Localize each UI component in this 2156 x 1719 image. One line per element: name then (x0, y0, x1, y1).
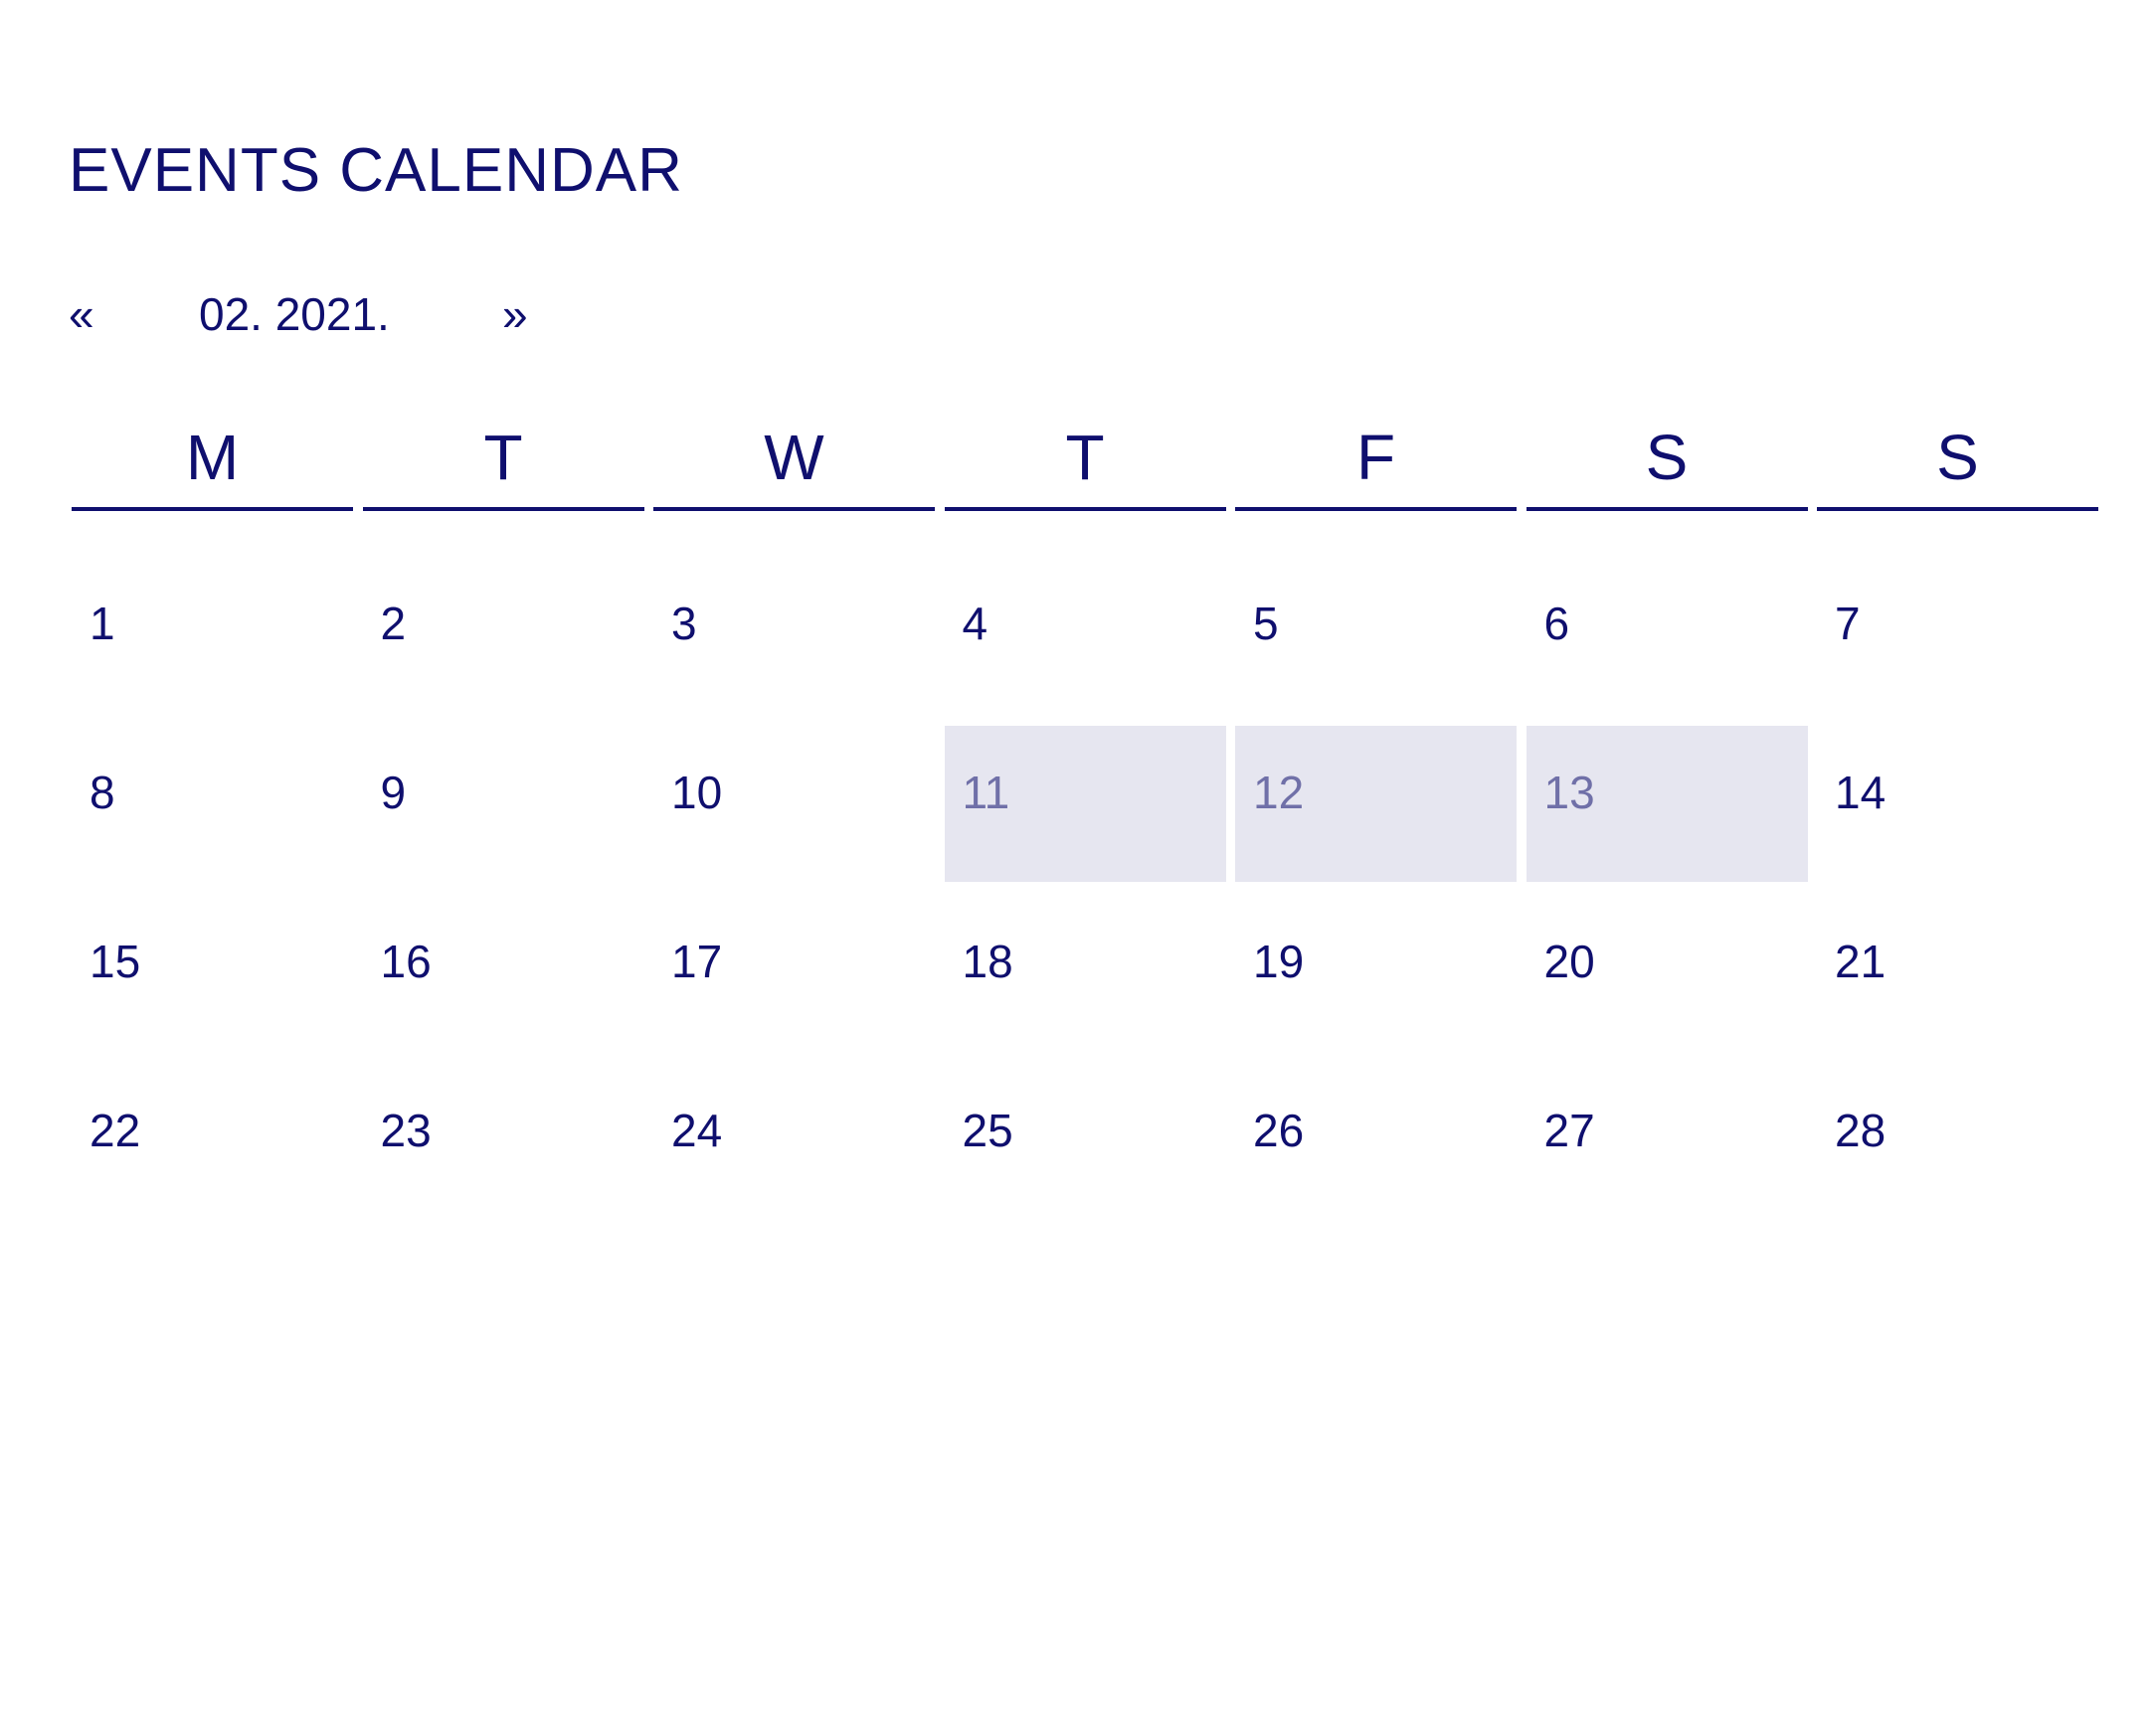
weekday-header-friday: F (1235, 408, 1517, 511)
day-number: 7 (1835, 598, 1861, 649)
calendar-day[interactable]: 20 (1527, 895, 1808, 1051)
weekday-header-wednesday: W (653, 408, 935, 511)
day-number: 19 (1253, 936, 1305, 987)
day-number: 10 (671, 767, 723, 818)
weekday-header-saturday: S (1526, 408, 1808, 511)
day-number: 26 (1253, 1105, 1305, 1156)
current-month-label: 02. 2021. (199, 288, 390, 340)
calendar-day-event[interactable]: 12 (1235, 726, 1517, 882)
calendar-day[interactable]: 3 (653, 557, 935, 713)
calendar-day[interactable]: 28 (1817, 1064, 2098, 1220)
day-number: 13 (1543, 767, 1595, 818)
day-number: 11 (962, 767, 1010, 818)
day-number: 1 (90, 598, 115, 649)
day-number: 23 (380, 1105, 432, 1156)
day-number: 17 (671, 936, 723, 987)
next-month-button[interactable]: » (502, 288, 528, 340)
month-navigation: « 02. 2021. » (0, 278, 696, 350)
day-number: 5 (1253, 598, 1279, 649)
calendar-day[interactable]: 23 (363, 1064, 644, 1220)
day-number: 8 (90, 767, 115, 818)
day-number: 2 (380, 598, 407, 649)
calendar-day[interactable]: 21 (1817, 895, 2098, 1051)
day-number: 18 (962, 936, 1013, 987)
calendar-day[interactable]: 22 (72, 1064, 353, 1220)
calendar-day[interactable]: 26 (1235, 1064, 1517, 1220)
day-number: 22 (90, 1105, 141, 1156)
calendar-day[interactable]: 16 (363, 895, 644, 1051)
page-title: EVENTS CALENDAR (69, 136, 683, 205)
weekday-header-thursday: T (944, 408, 1226, 511)
calendar-day-event[interactable]: 13 (1526, 726, 1808, 882)
calendar-day[interactable]: 19 (1235, 895, 1517, 1051)
calendar-day[interactable]: 17 (653, 895, 935, 1051)
day-number: 20 (1543, 936, 1595, 987)
calendar-day[interactable]: 1 (72, 557, 353, 713)
calendar-day[interactable]: 9 (363, 726, 644, 882)
day-number: 14 (1835, 767, 1886, 818)
days-grid: 1 2 3 4 5 6 7 8 9 10 11 12 13 14 15 16 17 18 19 20 21 22 23 24 2… (72, 557, 2096, 1220)
calendar-day[interactable]: 7 (1817, 557, 2098, 713)
calendar-day[interactable]: 25 (945, 1064, 1226, 1220)
weekday-header-sunday: S (1817, 408, 2098, 511)
weekday-header-row: M T W T F S S (72, 408, 2098, 511)
day-number: 16 (380, 936, 432, 987)
calendar-day[interactable]: 15 (72, 895, 353, 1051)
calendar-day[interactable]: 14 (1817, 726, 2098, 882)
day-number: 25 (962, 1105, 1013, 1156)
calendar-day[interactable]: 24 (653, 1064, 935, 1220)
day-number: 15 (90, 936, 141, 987)
day-number: 6 (1543, 598, 1570, 649)
previous-month-button[interactable]: « (69, 288, 94, 340)
day-number: 24 (671, 1105, 723, 1156)
calendar-day[interactable]: 8 (72, 726, 353, 882)
day-number: 27 (1543, 1105, 1595, 1156)
day-number: 12 (1253, 767, 1305, 818)
calendar-day[interactable]: 4 (945, 557, 1226, 713)
calendar-day[interactable]: 27 (1527, 1064, 1808, 1220)
calendar-day[interactable]: 18 (945, 895, 1226, 1051)
weekday-header-monday: M (72, 408, 353, 511)
day-number: 9 (380, 767, 407, 818)
calendar-day-event[interactable]: 11 (944, 726, 1226, 882)
weekday-header-tuesday: T (362, 408, 644, 511)
calendar-day[interactable]: 5 (1235, 557, 1517, 713)
day-number: 21 (1835, 936, 1886, 987)
calendar-day[interactable]: 10 (653, 726, 935, 882)
calendar-day[interactable]: 2 (363, 557, 644, 713)
calendar-day[interactable]: 6 (1527, 557, 1808, 713)
day-number: 4 (962, 598, 988, 649)
day-number: 28 (1835, 1105, 1886, 1156)
calendar-grid: M T W T F S S 1 2 3 4 5 6 7 8 9 10 11 12 13 14 15 16 17 1… (72, 408, 2098, 1220)
day-number: 3 (671, 598, 697, 649)
